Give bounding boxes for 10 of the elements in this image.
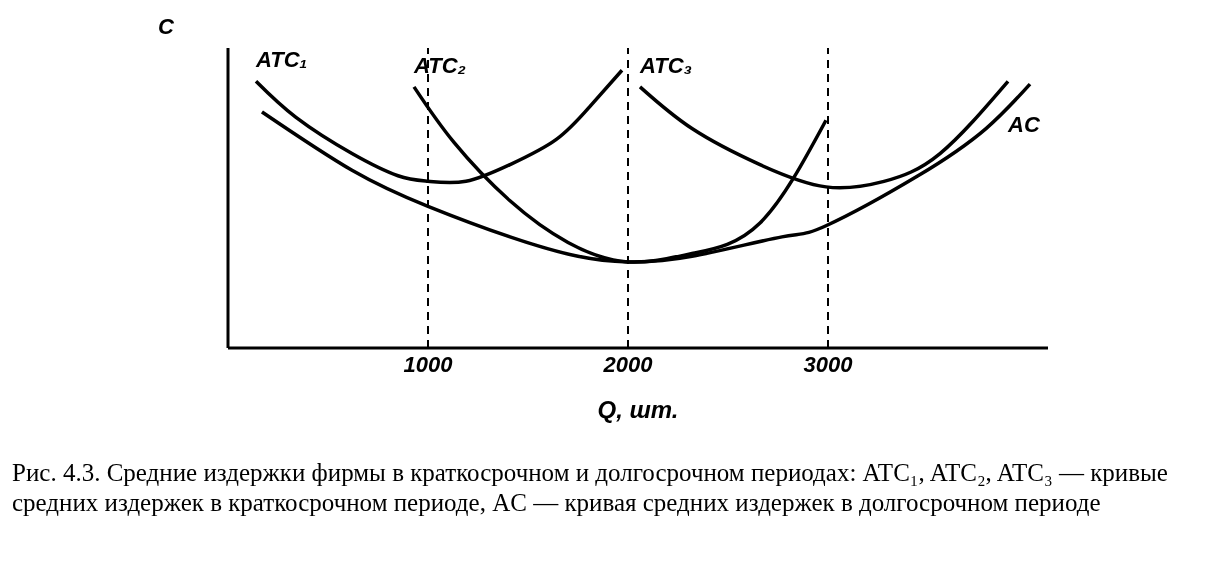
series-label: ATC₁: [255, 47, 308, 73]
x-tick-label: 1000: [403, 351, 454, 377]
series-label: ATC₂: [413, 52, 466, 78]
x-tick-label: 3000: [803, 351, 854, 377]
x-tick-label: 2000: [602, 351, 654, 377]
x-axis-title: Q, шт.: [597, 396, 679, 423]
y-axis-title: C: [158, 13, 175, 39]
text: Рис. 4.3. Средние издержки фирмы в краткосрочном и долгосрочном периодах: ATC₁, ATC₂, ATC₃ — кривые средних издержек в краткосрочном периоде, AC — кривая средних издержек в долгосрочном периоде: [12, 458, 1169, 518]
series-label: AC: [1007, 112, 1041, 138]
series-label: ATC₃: [639, 52, 693, 78]
